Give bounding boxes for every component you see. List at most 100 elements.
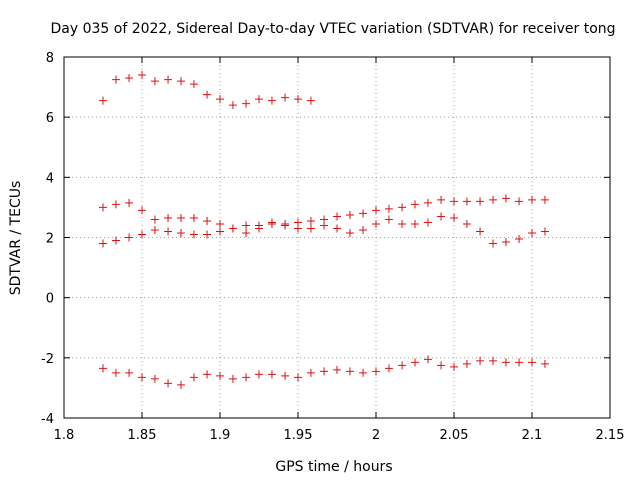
x-axis-label: GPS time / hours (275, 459, 392, 475)
data-point-middle-low (242, 228, 251, 237)
x-tick-labels: 1.8 1.85 1.9 1.95 2 2.05 2.1 2.15 (54, 428, 625, 443)
plot-border (63, 56, 611, 419)
data-point-lower (255, 370, 263, 379)
data-point-lower (281, 371, 290, 380)
data-point-middle-high (333, 212, 341, 221)
data-point-lower (411, 358, 419, 367)
y-tick-label: 0 (46, 292, 54, 307)
x-tick-label: 2 (372, 428, 380, 443)
data-point-upper (281, 93, 290, 102)
data-point-middle-high (489, 195, 497, 204)
data-point-lower (242, 373, 251, 382)
data-point-middle-low (255, 224, 263, 233)
data-point-middle-high (177, 213, 185, 222)
data-point-lower (501, 358, 510, 367)
data-point-middle-high (125, 198, 134, 207)
data-point-lower (138, 373, 146, 382)
data-point-upper (150, 77, 159, 86)
data-point-middle-low (203, 230, 212, 239)
data-point-lower (203, 370, 212, 379)
y-tick-label: 2 (46, 232, 54, 247)
data-point-upper (99, 96, 107, 105)
data-point-middle-low (111, 236, 120, 245)
data-point-upper (306, 96, 315, 105)
data-point-middle-low (489, 239, 497, 248)
y-tick-label: -2 (41, 352, 54, 367)
data-point-upper (228, 101, 237, 110)
data-point-lower (333, 365, 341, 374)
data-point-middle-high (99, 203, 107, 212)
data-point-middle-high (501, 194, 510, 203)
data-point-lower (306, 368, 315, 377)
data-point-lower (359, 368, 368, 377)
data-point-lower (177, 380, 185, 389)
data-point-lower (150, 374, 159, 383)
data-point-upper (267, 96, 276, 105)
data-point-lower (515, 358, 524, 367)
data-point-middle-low (177, 228, 185, 237)
y-tick-label: 6 (46, 111, 54, 126)
data-point-middle-high (423, 198, 432, 207)
data-point-middle-high (164, 213, 173, 222)
data-point-upper (203, 90, 212, 99)
data-point-middle-high (476, 197, 485, 206)
data-point-middle-low (294, 224, 302, 233)
data-point-middle-high (242, 221, 251, 230)
x-tick-label: 1.8 (54, 428, 75, 443)
data-point-middle-high (528, 195, 536, 204)
data-points (99, 71, 549, 389)
x-tick-label: 2.05 (440, 428, 469, 443)
data-point-upper (242, 99, 251, 108)
data-point-upper (189, 80, 198, 89)
data-point-middle-low (281, 221, 290, 230)
data-point-middle-high (462, 197, 471, 206)
data-point-middle-high (384, 204, 393, 213)
data-point-middle-high (515, 197, 524, 206)
data-point-lower (398, 361, 407, 370)
data-point-middle-high (111, 200, 120, 209)
data-point-middle-high (540, 195, 549, 204)
data-point-lower (462, 359, 471, 368)
data-point-middle-high (189, 213, 198, 222)
data-point-middle-low (423, 218, 432, 227)
data-point-upper (255, 95, 263, 104)
data-point-middle-low (333, 224, 341, 233)
data-point-middle-low (359, 225, 368, 234)
y-tick-label: -4 (41, 412, 54, 427)
data-point-middle-low (99, 239, 107, 248)
data-point-lower (216, 371, 224, 380)
data-point-middle-low (320, 221, 329, 230)
data-point-lower (267, 370, 276, 379)
data-point-upper (111, 75, 120, 84)
data-point-lower (99, 364, 107, 373)
data-point-middle-low (138, 230, 146, 239)
data-point-lower (228, 374, 237, 383)
data-point-lower (489, 356, 497, 365)
data-point-middle-low (125, 233, 134, 242)
data-point-upper (138, 71, 146, 80)
data-point-upper (125, 74, 134, 83)
data-point-middle-low (501, 238, 510, 247)
data-point-middle-high (398, 203, 407, 212)
data-point-middle-high (306, 216, 315, 225)
chart-title: Day 035 of 2022, Sidereal Day-to-day VTE… (50, 21, 615, 37)
data-point-middle-low (164, 227, 173, 236)
y-tick-label: 8 (46, 51, 54, 66)
data-point-lower (384, 364, 393, 373)
data-point-lower (450, 362, 458, 371)
data-point-middle-high (372, 206, 380, 215)
data-point-lower (125, 368, 134, 377)
data-point-upper (294, 95, 302, 104)
data-point-lower (111, 368, 120, 377)
data-point-middle-low (189, 230, 198, 239)
data-point-middle-high (345, 210, 354, 219)
data-point-middle-low (476, 227, 485, 236)
data-point-middle-low (450, 213, 458, 222)
x-tick-label: 1.85 (128, 428, 157, 443)
data-point-middle-low (540, 227, 549, 236)
x-tick-label: 1.95 (284, 428, 313, 443)
data-point-middle-low (150, 225, 159, 234)
data-point-middle-high (216, 219, 224, 228)
data-point-lower (476, 356, 485, 365)
